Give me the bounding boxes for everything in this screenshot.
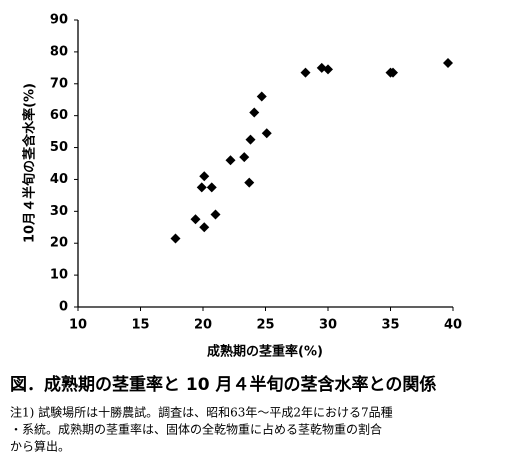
- y-tick-label: 40: [50, 172, 68, 187]
- caption: 図．成熟期の茎重率と 10 月４半旬の茎含水率との関係: [10, 374, 436, 395]
- point: [261, 128, 272, 139]
- point: [388, 67, 398, 78]
- x-tick-label: 40: [444, 318, 462, 333]
- y-tick-label: 70: [50, 76, 68, 91]
- y-tick-label: 50: [50, 140, 68, 155]
- x-tick-label: 20: [194, 318, 212, 333]
- point: [256, 91, 267, 102]
- point: [245, 134, 256, 145]
- x-tick-label: 30: [319, 318, 337, 333]
- point: [210, 209, 221, 220]
- x-axis-label: 成熟期の茎重率(%): [207, 344, 323, 360]
- point: [170, 233, 181, 244]
- note: から算出。: [10, 439, 70, 454]
- y-tick-label: 30: [50, 204, 68, 219]
- point: [239, 152, 250, 163]
- x-tick-label: 35: [381, 318, 399, 333]
- point: [225, 155, 236, 166]
- y-tick-label: 60: [50, 108, 68, 123]
- point: [249, 107, 260, 118]
- x-tick-label: 15: [131, 318, 149, 333]
- point: [443, 58, 453, 69]
- point: [196, 182, 207, 193]
- y-tick-label: 80: [50, 44, 68, 59]
- point: [244, 177, 255, 188]
- point: [206, 182, 217, 193]
- x-tick-label: 10: [69, 318, 87, 333]
- point: [323, 64, 333, 75]
- note: ・系統。成熟期の茎重率は、固体の全乾物重に占める茎乾物重の割合: [10, 422, 382, 437]
- y-tick-label: 10: [50, 268, 68, 283]
- y-axis-label: 10月４半旬の茎含水率(%): [22, 83, 38, 243]
- y-tick-label: 90: [50, 13, 68, 28]
- point: [199, 222, 210, 233]
- point: [300, 67, 311, 78]
- y-tick-label: 20: [50, 236, 68, 251]
- y-tick-label: 0: [59, 300, 68, 315]
- note: 注1) 試験場所は十勝農試。調査は、昭和63年～平成2年における7品種: [10, 405, 393, 420]
- x-tick-label: 25: [256, 318, 274, 333]
- point: [199, 171, 210, 182]
- point: [190, 214, 201, 225]
